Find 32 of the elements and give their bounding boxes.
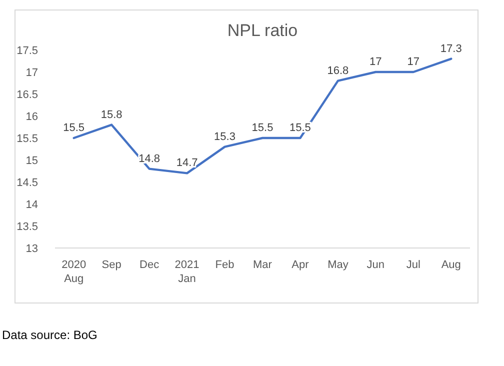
y-tick-label: 17.5 [16,45,38,57]
chart-title: NPL ratio [227,21,298,40]
x-tick-label: Mar [253,259,272,271]
data-label: 15.8 [100,108,122,121]
y-tick-label: 16 [26,111,38,123]
y-tick-label: 13 [26,243,38,255]
x-tick-label: Jul [406,259,420,271]
data-label: 17.3 [440,42,462,55]
x-tick-label: Jun [366,259,385,271]
x-tick-label: Feb [215,259,234,271]
x-tick-label: 2021 Jan [174,259,200,285]
x-tick-label: Sep [102,259,122,271]
x-tick-label: Aug [441,259,461,271]
y-tick-label: 15 [26,155,38,167]
x-tick-label: 2020 Aug [62,259,86,285]
data-label: 16.8 [327,64,349,77]
data-label: 17 [370,56,382,68]
y-tick-label: 14 [26,199,38,211]
x-tick-label: Apr [292,259,310,271]
y-tick-label: 17 [26,67,38,79]
x-tick-label: Dec [140,259,160,271]
y-tick-label: 13.5 [16,221,38,233]
data-label: 15.3 [214,130,236,143]
x-tick-label: May [328,259,349,271]
data-label: 14.7 [176,157,198,170]
y-tick-label: 14.5 [16,177,38,189]
y-tick-label: 16.5 [16,89,38,101]
data-label: 15.5 [63,122,85,134]
y-tick-label: 15.5 [16,133,38,145]
data-label: 15.5 [252,122,274,134]
source-note: Data source: BoG [2,328,98,342]
data-label: 17 [407,56,420,68]
